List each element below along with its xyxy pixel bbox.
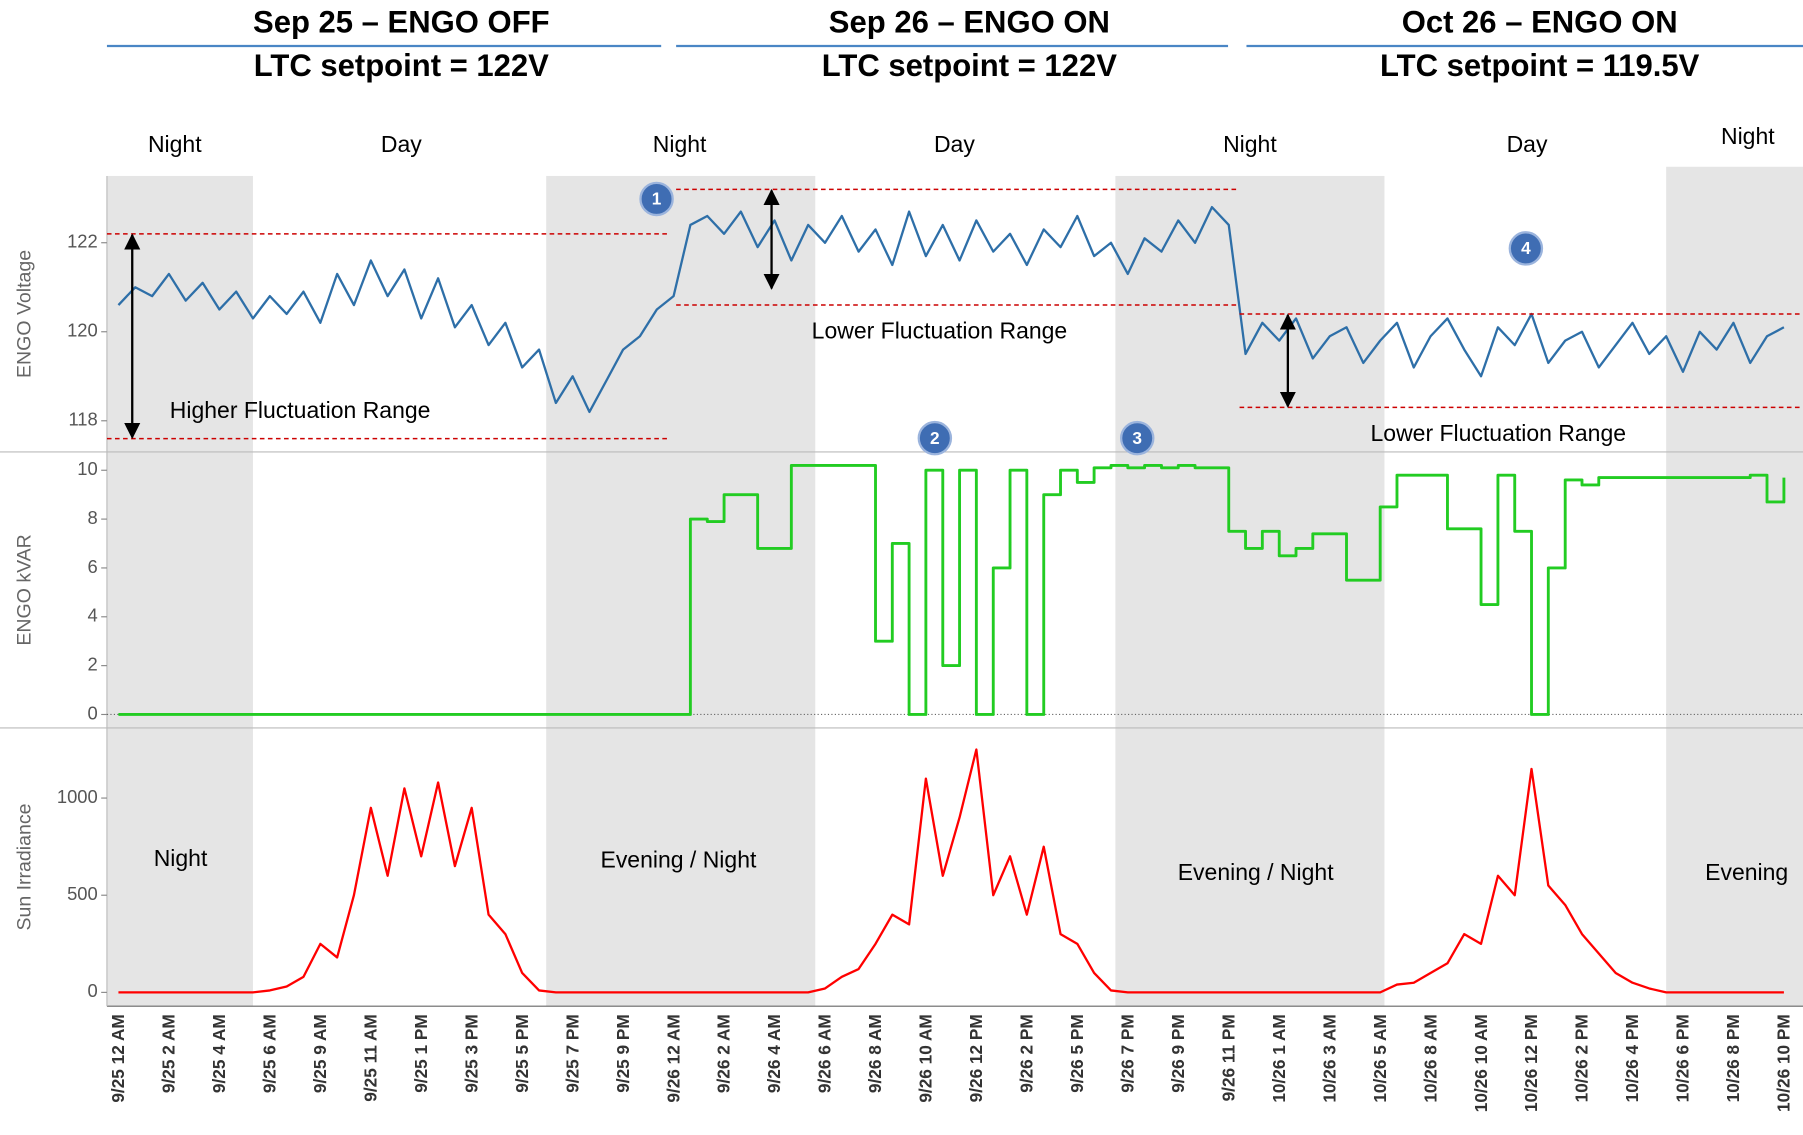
x-tick-label: 9/25 11 AM xyxy=(360,1014,380,1102)
x-tick-label: 9/26 4 AM xyxy=(764,1014,784,1093)
x-tick-label: 9/26 12 AM xyxy=(663,1014,683,1102)
series-line xyxy=(118,463,1786,716)
x-tick-label: 9/26 7 PM xyxy=(1117,1014,1137,1093)
y-tick-label: 120 xyxy=(67,320,98,341)
header-subtitle: LTC setpoint = 119.5V xyxy=(1380,48,1700,83)
y-tick-label: 0 xyxy=(88,702,98,723)
y-axis-label: Sun Irradiance xyxy=(13,804,35,931)
y-axis-label: ENGO Voltage xyxy=(13,250,35,378)
irradiance-note: Evening xyxy=(1705,859,1788,885)
x-tick-label: 9/26 6 AM xyxy=(815,1014,835,1093)
x-tick-label: 10/26 12 PM xyxy=(1521,1014,1541,1112)
x-tick-label: 9/25 12 AM xyxy=(108,1014,128,1102)
header-subtitle: LTC setpoint = 122V xyxy=(822,48,1117,83)
series-line xyxy=(117,205,1785,414)
header-title: Oct 26 – ENGO ON xyxy=(1402,4,1678,39)
header-title: Sep 25 – ENGO OFF xyxy=(253,4,550,39)
period-label: Day xyxy=(1507,131,1548,157)
y-tick-label: 4 xyxy=(88,605,98,626)
x-tick-label: 10/26 8 AM xyxy=(1420,1014,1440,1102)
x-tick-label: 10/26 4 PM xyxy=(1622,1014,1642,1102)
x-tick-label: 10/26 5 AM xyxy=(1370,1014,1390,1102)
x-tick-label: 9/26 11 PM xyxy=(1218,1014,1238,1101)
x-tick-label: 10/26 10 AM xyxy=(1471,1014,1491,1112)
x-tick-label: 9/26 2 PM xyxy=(1017,1014,1037,1093)
y-tick-label: 10 xyxy=(77,458,97,479)
y-tick-label: 118 xyxy=(68,409,97,430)
irradiance-note: Night xyxy=(154,845,208,871)
night-band xyxy=(546,175,816,1007)
x-tick-label: 10/26 1 AM xyxy=(1269,1014,1289,1102)
x-tick-label: 9/25 3 PM xyxy=(461,1014,481,1093)
irradiance-note: Evening / Night xyxy=(600,846,756,872)
y-tick-label: 2 xyxy=(88,653,98,674)
x-tick-label: 10/26 8 PM xyxy=(1723,1014,1743,1102)
night-band xyxy=(1666,166,1803,1007)
header-subtitle: LTC setpoint = 122V xyxy=(254,48,549,83)
marker-number: 4 xyxy=(1521,238,1531,258)
x-tick-label: 9/26 10 AM xyxy=(916,1014,936,1102)
x-tick-label: 9/25 5 PM xyxy=(512,1014,532,1093)
y-tick-label: 1000 xyxy=(57,786,98,807)
period-label: Night xyxy=(653,131,707,157)
period-label: Night xyxy=(148,131,202,157)
range-label: Higher Fluctuation Range xyxy=(170,397,431,423)
x-tick-label: 9/25 7 PM xyxy=(562,1014,582,1093)
marker-badge xyxy=(639,181,674,217)
header-title: Sep 26 – ENGO ON xyxy=(829,4,1110,39)
y-tick-label: 6 xyxy=(88,556,98,577)
marker-badge xyxy=(1119,420,1155,456)
shading xyxy=(106,166,1803,1007)
x-tick-label: 9/26 9 PM xyxy=(1168,1014,1188,1093)
x-tick-label: 9/26 12 PM xyxy=(966,1014,986,1102)
x-tick-label: 9/26 5 PM xyxy=(1067,1014,1087,1093)
irradiance-note: Evening / Night xyxy=(1178,859,1334,885)
range-label: Lower Fluctuation Range xyxy=(812,318,1068,344)
marker-number: 3 xyxy=(1132,428,1142,448)
y-tick-label: 500 xyxy=(67,883,98,904)
x-tick-label: 9/25 9 AM xyxy=(310,1014,330,1093)
marker-number: 1 xyxy=(652,189,662,209)
marker-number: 2 xyxy=(930,428,940,448)
x-tick-label: 10/26 6 PM xyxy=(1673,1014,1693,1102)
period-label: Night xyxy=(1721,123,1775,149)
x-tick-label: 9/26 2 AM xyxy=(714,1014,734,1093)
panel-borders xyxy=(0,175,1803,1007)
y-tick-label: 0 xyxy=(88,980,98,1001)
x-tick-label: 9/25 4 AM xyxy=(209,1014,229,1093)
marker-badge xyxy=(917,420,953,456)
night-band xyxy=(106,175,253,1007)
y-tick-label: 122 xyxy=(67,231,98,252)
x-tick-label: 9/25 2 AM xyxy=(159,1014,179,1093)
x-tick-label: 10/26 3 AM xyxy=(1319,1014,1339,1102)
y-axis-label: ENGO kVAR xyxy=(13,534,35,645)
period-label: Day xyxy=(381,131,422,157)
y-tick-label: 8 xyxy=(88,507,98,528)
x-tick-label: 10/26 2 PM xyxy=(1572,1014,1592,1102)
x-tick-label: 9/25 9 PM xyxy=(613,1014,633,1093)
period-label: Night xyxy=(1223,131,1277,157)
range-label: Lower Fluctuation Range xyxy=(1371,420,1627,446)
x-tick-label: 9/25 1 PM xyxy=(411,1014,431,1093)
x-tick-label: 10/26 10 PM xyxy=(1774,1014,1794,1112)
x-tick-label: 9/26 8 AM xyxy=(865,1014,885,1093)
x-tick-label: 9/25 6 AM xyxy=(260,1014,280,1093)
series-line xyxy=(118,748,1784,994)
period-label: Day xyxy=(934,131,975,157)
marker-badge xyxy=(1508,231,1544,266)
